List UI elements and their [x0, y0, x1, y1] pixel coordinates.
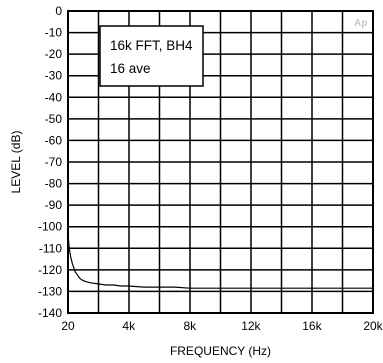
- y-tick-label: -110: [39, 241, 62, 255]
- y-tick-label: -80: [45, 177, 63, 191]
- grid: [67, 10, 374, 314]
- y-tick-label: -30: [45, 69, 63, 83]
- annotation-line-2: 16 ave: [110, 61, 151, 76]
- y-axis-label: LEVEL (dB): [9, 131, 23, 194]
- plot-frame: [67, 10, 374, 314]
- x-tick-label: 16k: [302, 319, 322, 333]
- y-tick-label: -120: [38, 263, 62, 277]
- annotation-box: 16k FFT, BH4 16 ave: [99, 25, 204, 87]
- y-tick-label: -140: [38, 306, 62, 320]
- y-tick-label: -10: [45, 26, 63, 40]
- x-tick-label: 8k: [183, 319, 197, 333]
- y-tick-label: -60: [45, 133, 63, 147]
- x-tick-label: 4k: [122, 319, 136, 333]
- y-tick-label: -130: [38, 284, 62, 298]
- y-tick-label: -90: [45, 198, 63, 212]
- x-tick-labels: 20 4k 8k 12k 16k 20k: [61, 319, 383, 333]
- y-tick-label: -70: [45, 155, 63, 169]
- y-tick-label: -100: [38, 220, 62, 234]
- x-tick-label: 20: [61, 319, 75, 333]
- annotation-box-frame: [99, 25, 204, 87]
- y-tick-label: -20: [45, 47, 63, 61]
- y-tick-labels: 0 -10 -20 -30 -40 -50 -60 -70 -80 -90 -100 -110 -120…: [38, 4, 62, 320]
- x-tick-label: 12k: [241, 319, 261, 333]
- x-axis-label: FREQUENCY (Hz): [170, 344, 271, 358]
- y-tick-label: -50: [45, 112, 63, 126]
- x-tick-label: 20k: [363, 319, 383, 333]
- series-layer: [67, 233, 373, 289]
- annotation-line-1: 16k FFT, BH4: [110, 38, 193, 53]
- y-tick-label: 0: [55, 4, 62, 18]
- series-line: [67, 233, 373, 289]
- y-tick-label: -40: [45, 90, 63, 104]
- ap-logo: Ap: [354, 18, 367, 29]
